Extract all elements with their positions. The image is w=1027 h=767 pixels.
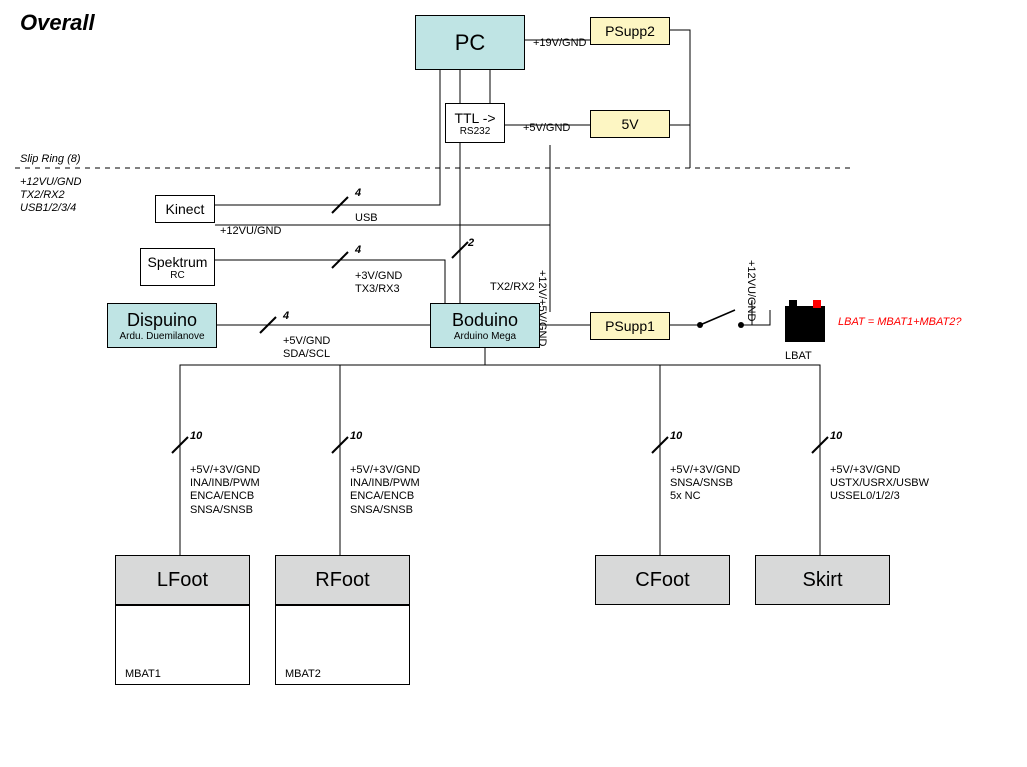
box-dispuino-sublabel: Ardu. Duemilanove [108,331,216,342]
box-cfoot: CFoot [595,555,730,605]
box-psupp1-label: PSupp1 [591,318,669,334]
wire-label: TX2/RX2 [490,281,535,294]
box-ttl: TTL ->RS232 [445,103,505,143]
box-boduino-label: Boduino [431,310,539,331]
wire [340,365,485,555]
wire-label: +3V/GND TX3/RX3 [355,270,402,296]
box-cfoot-label: CFoot [596,569,729,592]
bus-slash [332,252,348,268]
wire-label: 4 [355,244,361,257]
wire-label: +5V/+3V/GND USTX/USRX/USBW USSEL0/1/2/3 [830,464,929,504]
wire-label: +5V/+3V/GND SNSA/SNSB 5x NC [670,464,740,504]
wire [180,348,485,555]
wire-label: +19V/GND [533,37,587,50]
battery-label-mbat2: MBAT2 [285,668,321,681]
box-dispuino-label: Dispuino [108,310,216,331]
box-kinect: Kinect [155,195,215,223]
wire-label: +5V/GND [523,122,570,135]
box-fiveV-label: 5V [591,116,669,132]
wire-label: 4 [283,310,289,323]
bus-slash [452,242,468,258]
box-lfoot-label: LFoot [116,569,249,592]
box-rfoot-label: RFoot [276,569,409,592]
wire-label: 10 [830,430,842,443]
wire-label: +12V/+5V/GND [535,270,548,346]
wire-label: +5V/+3V/GND INA/INB/PWM ENCA/ENCB SNSA/S… [350,464,420,517]
box-psupp1: PSupp1 [590,312,670,340]
box-spektrum-label: Spektrum [141,254,214,270]
wire-label: +12VU/GND [220,225,281,238]
box-pc: PC [415,15,525,70]
box-ttl-label: TTL -> [446,110,504,126]
box-dispuino: DispuinoArdu. Duemilanove [107,303,217,348]
slip-ring-signals: +12VU/GND TX2/RX2 USB1/2/3/4 [20,176,81,216]
battery-lbat [785,300,825,342]
bus-slash [332,437,348,453]
box-ttl-sublabel: RS232 [446,126,504,137]
box-spektrum: SpektrumRC [140,248,215,286]
slip-ring-label: Slip Ring (8) [20,153,81,166]
box-skirt: Skirt [755,555,890,605]
bus-slash [332,197,348,213]
switch [690,300,752,328]
wire-label: 2 [468,237,474,250]
lbat-question: LBAT = MBAT1+MBAT2? [838,316,962,329]
wire-label: 10 [190,430,202,443]
diagram-title: Overall [20,10,95,36]
bus-slash [260,317,276,333]
wire-label: USB [355,212,378,225]
wire [215,260,445,303]
wire [485,365,820,555]
wire-label: +5V/GND SDA/SCL [283,335,330,361]
box-boduino: BoduinoArduino Mega [430,303,540,348]
wire-label: 10 [350,430,362,443]
battery-label-mbat1: MBAT1 [125,668,161,681]
wire [670,30,690,168]
box-boduino-sublabel: Arduino Mega [431,331,539,342]
box-psupp2: PSupp2 [590,17,670,45]
box-skirt-label: Skirt [756,569,889,592]
bus-slash [812,437,828,453]
box-spektrum-sublabel: RC [141,270,214,281]
box-pc-label: PC [416,30,524,56]
wire-label: 4 [355,187,361,200]
box-lfoot: LFoot [115,555,250,605]
battery-label-lbat: LBAT [785,350,812,363]
box-rfoot: RFoot [275,555,410,605]
box-fiveV: 5V [590,110,670,138]
wire-label: 10 [670,430,682,443]
wire-label: +5V/+3V/GND INA/INB/PWM ENCA/ENCB SNSA/S… [190,464,260,517]
bus-slash [172,437,188,453]
bus-slash [652,437,668,453]
wire-label: +12VU/GND [744,260,757,321]
box-kinect-label: Kinect [156,201,214,217]
wire [485,365,660,555]
wire [215,70,440,205]
box-psupp2-label: PSupp2 [591,23,669,39]
